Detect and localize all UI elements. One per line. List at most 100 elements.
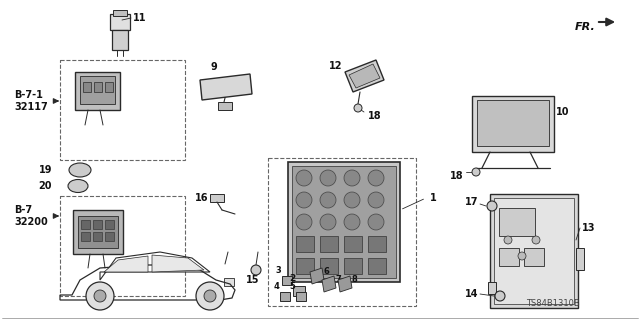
- Text: 9: 9: [211, 62, 218, 72]
- Bar: [73, 210, 123, 254]
- Bar: [110, 14, 130, 30]
- Bar: [499, 248, 519, 266]
- Bar: [320, 236, 338, 252]
- Bar: [113, 10, 127, 16]
- Circle shape: [532, 236, 540, 244]
- Ellipse shape: [68, 180, 88, 193]
- Bar: [494, 198, 574, 304]
- Bar: [78, 216, 118, 248]
- Circle shape: [368, 192, 384, 208]
- Text: 12: 12: [328, 61, 342, 71]
- Text: 5: 5: [289, 282, 295, 291]
- Bar: [296, 292, 306, 301]
- Bar: [296, 258, 314, 274]
- Bar: [293, 286, 305, 296]
- Bar: [268, 158, 416, 306]
- Bar: [477, 100, 549, 146]
- Text: 17: 17: [465, 197, 478, 207]
- Circle shape: [344, 192, 360, 208]
- Bar: [112, 30, 128, 50]
- Text: 32117: 32117: [14, 102, 48, 112]
- Bar: [105, 82, 113, 92]
- Circle shape: [344, 170, 360, 186]
- Bar: [105, 232, 114, 241]
- Bar: [81, 220, 90, 229]
- Text: 1: 1: [430, 193, 436, 203]
- Polygon shape: [338, 276, 352, 292]
- Bar: [296, 236, 314, 252]
- Bar: [105, 220, 114, 229]
- Bar: [83, 82, 91, 92]
- Text: 10: 10: [556, 107, 570, 117]
- Text: 18: 18: [368, 111, 381, 121]
- Bar: [499, 208, 535, 236]
- Text: 11: 11: [133, 13, 147, 23]
- Circle shape: [296, 170, 312, 186]
- Text: 18: 18: [451, 171, 464, 181]
- Bar: [94, 82, 102, 92]
- Text: 32200: 32200: [14, 217, 48, 227]
- Circle shape: [518, 252, 526, 260]
- Text: 6: 6: [324, 268, 330, 276]
- Text: B-7: B-7: [14, 205, 32, 215]
- Bar: [368, 258, 386, 274]
- Bar: [292, 166, 396, 278]
- Circle shape: [495, 291, 505, 301]
- Bar: [93, 232, 102, 241]
- Bar: [93, 220, 102, 229]
- Circle shape: [368, 214, 384, 230]
- Text: 2: 2: [289, 274, 295, 283]
- Circle shape: [251, 265, 261, 275]
- Text: 20: 20: [38, 181, 52, 191]
- Circle shape: [196, 282, 224, 310]
- Bar: [490, 194, 578, 308]
- Text: 15: 15: [246, 275, 259, 285]
- Polygon shape: [200, 74, 252, 100]
- Text: 16: 16: [195, 193, 208, 203]
- Polygon shape: [152, 255, 204, 272]
- Bar: [81, 232, 90, 241]
- Circle shape: [204, 290, 216, 302]
- Circle shape: [487, 201, 497, 211]
- Bar: [524, 248, 544, 266]
- Circle shape: [86, 282, 114, 310]
- Polygon shape: [345, 60, 384, 92]
- Circle shape: [344, 214, 360, 230]
- Polygon shape: [322, 276, 336, 292]
- Bar: [80, 76, 115, 104]
- Bar: [472, 96, 554, 152]
- Circle shape: [320, 214, 336, 230]
- Text: 7: 7: [336, 276, 342, 284]
- Bar: [488, 282, 496, 294]
- Text: 4: 4: [273, 282, 279, 291]
- Bar: [282, 276, 292, 285]
- Circle shape: [320, 170, 336, 186]
- Bar: [280, 292, 290, 301]
- Circle shape: [296, 214, 312, 230]
- Bar: [60, 196, 185, 296]
- Text: 13: 13: [582, 223, 595, 233]
- Polygon shape: [349, 64, 380, 88]
- Ellipse shape: [69, 163, 91, 177]
- Text: B-7-1: B-7-1: [14, 90, 43, 100]
- Text: TS84B1310B: TS84B1310B: [526, 299, 580, 308]
- Circle shape: [320, 192, 336, 208]
- Circle shape: [368, 170, 384, 186]
- Circle shape: [296, 192, 312, 208]
- Bar: [368, 236, 386, 252]
- Bar: [320, 258, 338, 274]
- Text: 8: 8: [352, 276, 358, 284]
- Circle shape: [472, 168, 480, 176]
- Bar: [344, 236, 362, 252]
- Polygon shape: [310, 268, 324, 284]
- Bar: [218, 102, 232, 110]
- Text: FR.: FR.: [575, 22, 596, 32]
- Bar: [75, 72, 120, 110]
- Bar: [60, 60, 185, 160]
- Circle shape: [354, 104, 362, 112]
- Bar: [210, 194, 224, 202]
- Text: 14: 14: [465, 289, 478, 299]
- Polygon shape: [104, 256, 148, 272]
- Text: 3: 3: [275, 266, 281, 275]
- Circle shape: [504, 236, 512, 244]
